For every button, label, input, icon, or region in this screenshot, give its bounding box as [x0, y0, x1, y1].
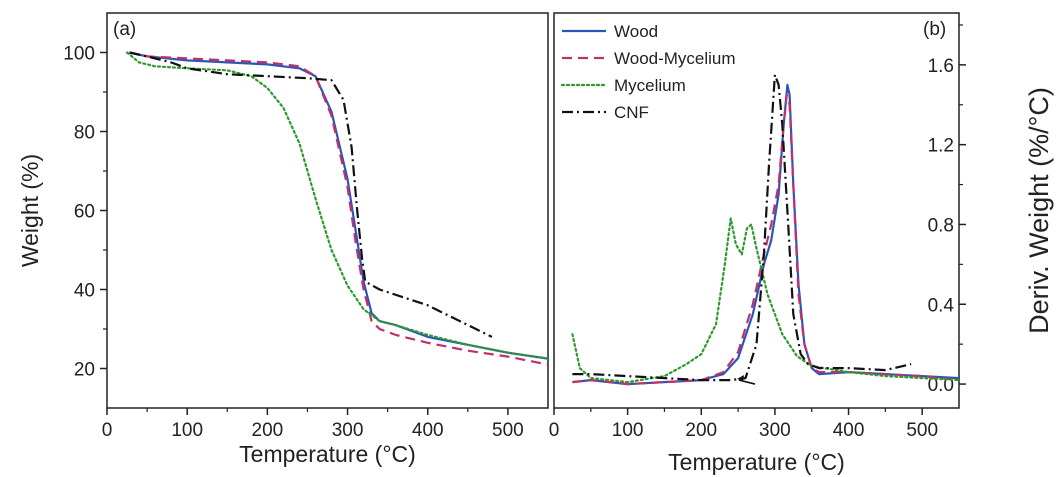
series-line-cnf: [572, 73, 912, 382]
series-line-wood: [129, 51, 548, 360]
x-tick-label: 300: [332, 420, 364, 441]
y-tick-label: 1.2: [928, 136, 954, 157]
series-line-mycelium: [125, 51, 548, 360]
x-axis-title: Temperature (°C): [239, 441, 416, 467]
x-tick-label: 300: [759, 420, 791, 441]
series-line-wood-mycelium: [129, 51, 548, 366]
arrow-icon: [737, 375, 756, 385]
y-axis-title: Deriv. Weight (%/°C): [1024, 87, 1054, 334]
legend-label: Wood: [614, 22, 658, 41]
y-tick-label: 80: [74, 123, 95, 144]
y-tick-label: 20: [74, 360, 95, 381]
series-group: [571, 73, 959, 386]
y-axis-title: Weight (%): [17, 154, 43, 267]
y-tick-label: 40: [74, 281, 95, 302]
y-tick-label: 100: [63, 44, 95, 65]
y-tick-label: 0.8: [928, 215, 954, 236]
x-tick-label: 400: [412, 420, 444, 441]
x-tick-label: 500: [492, 420, 524, 441]
legend-label: Wood-Mycelium: [614, 49, 736, 68]
y-tick-label: 60: [74, 202, 95, 223]
x-tick-label: 0: [549, 420, 560, 441]
legend-label: Mycelium: [614, 76, 686, 95]
plot-frame: [553, 12, 960, 409]
y-tick-label: 1.6: [928, 56, 954, 77]
legend: Wood Wood-Mycelium Mycelium CNF: [560, 22, 736, 122]
x-tick-label: 0: [102, 420, 113, 441]
x-tick-label: 400: [833, 420, 865, 441]
y-tick-label: 0.4: [928, 295, 955, 316]
x-tick-label: 200: [252, 420, 284, 441]
series-line-cnf: [129, 51, 493, 338]
x-tick-label: 500: [906, 420, 938, 441]
series-group: [125, 51, 548, 366]
x-axis-title: Temperature (°C): [668, 449, 845, 475]
x-tick-label: 100: [612, 420, 644, 441]
x-tick-label: 200: [685, 420, 717, 441]
series-line-wood-mycelium: [572, 93, 959, 386]
panel-b-derivative-plot: 0 100 200 300 400 5000.00.40.81.21.6Temperatu…: [549, 12, 1054, 475]
plot-frame: [106, 12, 549, 409]
panel-a-weight-plot: 0 100 200 300 400 500 20 40 60 80 100 Temperature (…: [17, 12, 549, 467]
panel-label: (b): [923, 19, 946, 40]
x-tick-label: 100: [171, 420, 203, 441]
panel-label: (a): [113, 19, 136, 40]
legend-label: CNF: [614, 103, 649, 122]
